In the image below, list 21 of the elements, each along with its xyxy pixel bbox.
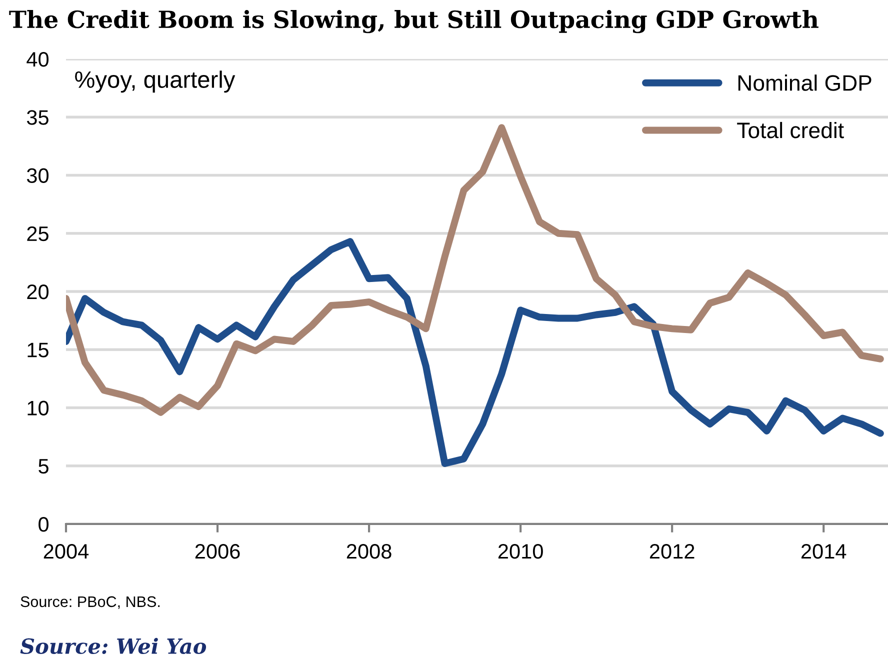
y-tick-label: 35: [26, 110, 48, 125]
x-tick-label: 2014: [801, 544, 846, 559]
y-axis-title: %yoy, quarterly: [75, 70, 236, 93]
legend-label: Nominal GDP: [738, 74, 872, 91]
y-tick-label: 0: [38, 517, 49, 532]
x-tick-label: 2012: [650, 544, 694, 559]
y-tick-label: 30: [26, 168, 49, 184]
x-tick-label: 2006: [195, 544, 240, 559]
legend-label: Total credit: [737, 122, 844, 138]
y-tick-label: 10: [28, 400, 49, 416]
y-tick-label: 5: [38, 459, 48, 474]
x-tick-label: 2004: [44, 544, 89, 559]
chart-title: The Credit Boom is Slowing, but Still Outpacing GDP Growth: [9, 10, 818, 34]
y-tick-label: 25: [27, 226, 48, 242]
y-tick-label: 40: [26, 52, 49, 67]
source-note: Source: Wei Yao: [20, 638, 206, 654]
x-tick-label: 2010: [498, 544, 543, 559]
x-tick-label: 2008: [346, 544, 392, 559]
source-note: Source: PBoC, NBS.: [20, 596, 160, 609]
y-tick-label: 20: [27, 284, 49, 300]
y-tick-label: 15: [28, 342, 48, 358]
